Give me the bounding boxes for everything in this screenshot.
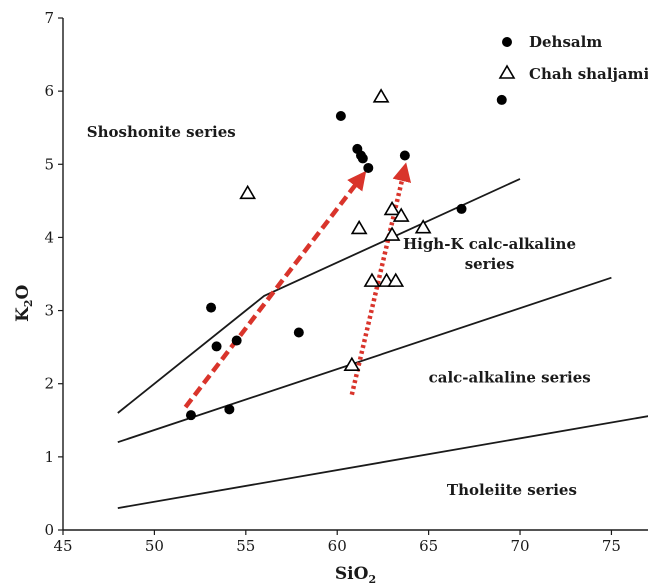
point-dehsalm [293, 327, 304, 338]
trend-arrow-dotted [349, 162, 412, 396]
point-dehsalm [399, 150, 410, 161]
legend-marker-dehsalm [502, 37, 512, 47]
point-dehsalm [185, 410, 196, 421]
legend-label-chah-shaljami: Chah shaljami [529, 65, 648, 83]
x-tick-label: 55 [236, 537, 255, 555]
point-dehsalm [231, 335, 242, 346]
x-tick-label: 65 [419, 537, 438, 555]
point-chah-shaljami [363, 272, 381, 287]
point-dehsalm [211, 341, 222, 352]
x-tick-label: 50 [145, 537, 164, 555]
point-dehsalm [456, 203, 467, 214]
y-axis-title: K2O [13, 284, 35, 321]
field-labels: Shoshonite series High-K calc-alkaline ser… [87, 123, 591, 499]
x-tick-label: 45 [53, 537, 72, 555]
field-label-1: Shoshonite series [87, 123, 236, 141]
y-tick-label: 6 [44, 82, 54, 100]
legend-label-dehsalm: Dehsalm [529, 33, 602, 51]
field-label-3: calc-alkaline series [429, 368, 591, 386]
point-chah-shaljami [387, 272, 405, 287]
point-chah-shaljami [343, 356, 361, 372]
trend-arrows [183, 162, 412, 409]
point-dehsalm [363, 162, 374, 173]
point-chah-shaljami [414, 219, 432, 234]
point-chah-shaljami [383, 226, 401, 241]
point-dehsalm [335, 111, 346, 122]
field-label-2: High-K calc-alkaline [403, 235, 576, 253]
data-points [185, 88, 507, 421]
point-chah-shaljami [350, 219, 368, 235]
y-tick-label: 0 [44, 521, 54, 539]
y-tick-label: 3 [44, 302, 54, 320]
y-tick-label: 7 [44, 9, 54, 27]
boundary-line-3 [117, 415, 648, 509]
field-label-4: Tholeiite series [447, 481, 577, 499]
legend-marker-chah-shaljami [498, 64, 516, 79]
x-tick-label: 70 [510, 537, 529, 555]
y-tick-label: 4 [44, 228, 54, 246]
point-chah-shaljami [239, 184, 257, 200]
series-boundary-lines [117, 178, 648, 509]
y-tick-label: 2 [44, 375, 54, 393]
boundary-line-1 [117, 178, 521, 414]
x-tick-label: 75 [602, 537, 621, 555]
point-dehsalm [496, 94, 507, 105]
boundary-line-2 [117, 276, 612, 444]
y-tick-label: 1 [44, 448, 54, 466]
y-tick-label: 5 [44, 155, 54, 173]
legend: Dehsalm Chah shaljami [498, 33, 648, 83]
point-chah-shaljami [372, 88, 390, 103]
point-dehsalm [206, 302, 217, 313]
x-axis-title: SiO2 [335, 564, 376, 585]
point-dehsalm [224, 404, 235, 415]
point-dehsalm [357, 153, 368, 164]
point-chah-shaljami [392, 207, 410, 222]
x-tick-label: 60 [328, 537, 347, 555]
point-chah-shaljami [383, 200, 401, 216]
field-label-2: series [465, 255, 515, 273]
trend-arrow-dashed [183, 170, 367, 409]
